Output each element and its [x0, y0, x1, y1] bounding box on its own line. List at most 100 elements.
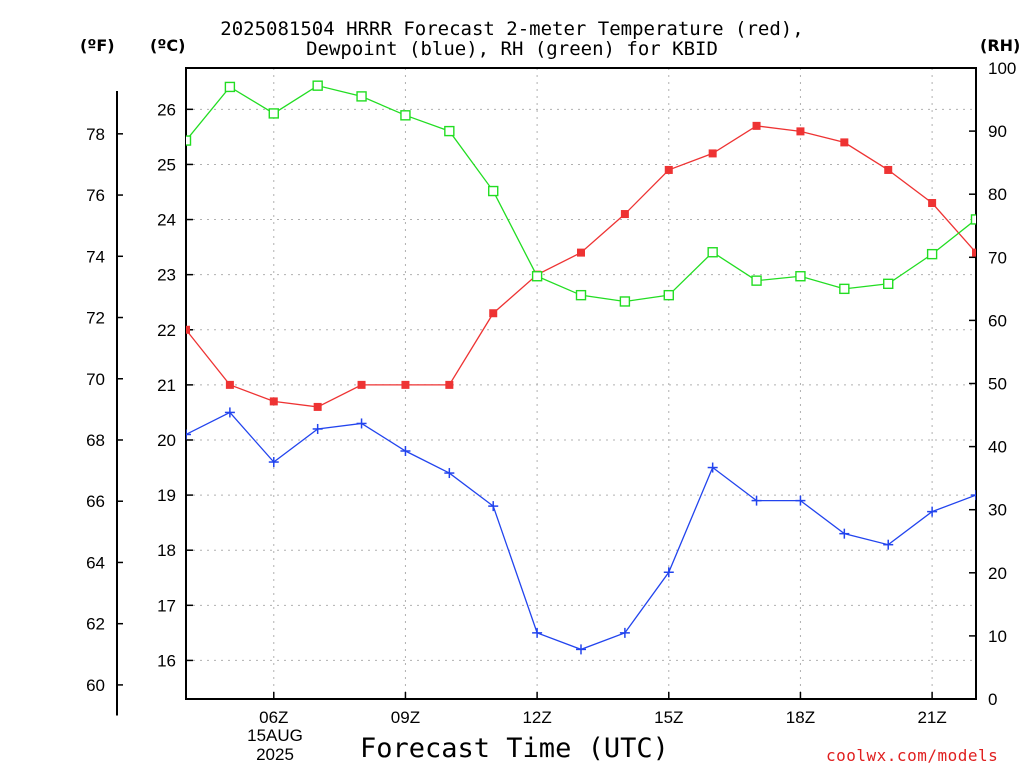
- temperature-point: [708, 149, 717, 158]
- dewpoint-point: [663, 567, 674, 578]
- dewpoint-point: [356, 418, 367, 429]
- rh-point: [883, 278, 894, 290]
- rh-tick-label: 50: [988, 375, 1007, 394]
- rh-tick-label: 20: [988, 564, 1007, 583]
- celsius-tick-label: 18: [157, 541, 176, 560]
- grid-lines: [186, 68, 976, 699]
- rh-point: [531, 271, 543, 282]
- temperature-point: [313, 402, 322, 411]
- plot-frame: [185, 67, 977, 700]
- celsius-tick-label: 23: [157, 266, 176, 285]
- fahrenheit-tick-label: 62: [86, 615, 105, 634]
- rh-point: [619, 296, 631, 307]
- rh-point: [839, 283, 850, 295]
- rh-line: [186, 84, 976, 303]
- celsius-tick-label: 16: [157, 651, 176, 670]
- axes: [116, 67, 977, 716]
- dewpoint-point: [400, 446, 411, 457]
- rh-tick-label: 70: [988, 248, 1007, 267]
- fahrenheit-tick-label: 78: [86, 125, 105, 144]
- fahrenheit-tick-label: 76: [86, 186, 105, 205]
- data-series: [186, 80, 976, 655]
- rh-point: [795, 271, 806, 282]
- date-label-year: 2025: [256, 745, 294, 764]
- celsius-tick-label: 24: [157, 211, 176, 230]
- celsius-tick-label: 21: [157, 376, 176, 395]
- rh-point: [444, 125, 455, 137]
- fahrenheit-tick-label: 64: [86, 553, 105, 572]
- dewpoint-point: [186, 429, 191, 440]
- celsius-tick-label: 26: [157, 100, 176, 119]
- temperature-point: [972, 248, 976, 257]
- x-tick-label: 21Z: [917, 708, 946, 727]
- dewpoint-point: [224, 407, 235, 418]
- x-axis-label: Forecast Time (UTC): [360, 733, 669, 764]
- date-label-day: 15AUG: [247, 726, 303, 745]
- fahrenheit-unit-label: (ºF): [80, 36, 115, 55]
- temperature-point: [796, 127, 805, 136]
- rh-point: [751, 275, 762, 286]
- rh-point: [663, 289, 674, 301]
- dewpoint-line: [186, 411, 976, 651]
- celsius-tick-label: 22: [157, 321, 176, 340]
- temperature-point: [269, 397, 278, 406]
- rh-tick-label: 60: [988, 311, 1007, 330]
- fahrenheit-tick-label: 68: [86, 431, 105, 450]
- tick-labels: 60 62 64 66 68 70 72 74 76 78 16 17 18 19 20 21 22 23 24 25…: [86, 59, 1016, 727]
- rh-unit-label: (RH): [980, 36, 1021, 55]
- fahrenheit-tick-label: 72: [86, 309, 105, 328]
- x-tick-label: 18Z: [786, 708, 815, 727]
- x-tick-label: 15Z: [654, 708, 683, 727]
- rh-tick-label: 100: [988, 59, 1016, 78]
- celsius-tick-label: 19: [157, 486, 176, 505]
- fahrenheit-tick-label: 70: [86, 370, 105, 389]
- temperature-point: [225, 380, 234, 389]
- rh-tick-label: 10: [988, 627, 1007, 646]
- dewpoint-point: [839, 528, 850, 539]
- dewpoint-point: [268, 457, 279, 468]
- fahrenheit-tick-label: 60: [86, 676, 105, 695]
- temperature-point: [752, 121, 761, 130]
- rh-point: [224, 81, 236, 93]
- rh-tick-label: 40: [988, 438, 1007, 457]
- rh-tick-label: 90: [988, 122, 1007, 141]
- rh-tick-label: 0: [988, 690, 997, 709]
- rh-point: [707, 247, 718, 258]
- dewpoint-point: [444, 468, 455, 479]
- temperature-point: [577, 248, 585, 257]
- temperature-line: [186, 125, 976, 408]
- rh-point: [575, 289, 587, 301]
- rh-point: [400, 110, 411, 121]
- temperature-point: [928, 199, 937, 208]
- dewpoint-point: [795, 495, 806, 506]
- rh-point: [186, 135, 192, 146]
- dewpoint-point: [883, 539, 894, 550]
- chart-title-line-1: 2025081504 HRRR Forecast 2-meter Tempera…: [220, 18, 804, 40]
- temperature-point: [840, 138, 849, 147]
- chart-title-line-2: Dewpoint (blue), RH (green) for KBID: [306, 38, 718, 60]
- rh-point: [268, 108, 279, 119]
- x-tick-label: 06Z: [259, 708, 288, 727]
- dewpoint-point: [576, 644, 586, 655]
- rh-point: [970, 214, 976, 225]
- celsius-tick-label: 17: [157, 596, 176, 615]
- rh-point: [356, 91, 367, 102]
- rh-point: [488, 185, 499, 197]
- dewpoint-point: [927, 506, 938, 517]
- dewpoint-point: [488, 501, 499, 512]
- temperature-point: [186, 325, 190, 334]
- x-tick-label: 09Z: [391, 708, 420, 727]
- fahrenheit-tick-label: 74: [86, 247, 105, 266]
- rh-point: [926, 248, 938, 260]
- dewpoint-point: [312, 423, 323, 434]
- temperature-point: [445, 380, 454, 389]
- x-tick-label: 12Z: [522, 708, 551, 727]
- dewpoint-point: [971, 490, 976, 501]
- celsius-unit-label: (ºC): [150, 36, 186, 55]
- celsius-tick-label: 25: [157, 155, 176, 174]
- dewpoint-point: [707, 462, 718, 473]
- dewpoint-point: [619, 627, 630, 638]
- temperature-point: [884, 165, 893, 174]
- rh-point: [312, 80, 323, 91]
